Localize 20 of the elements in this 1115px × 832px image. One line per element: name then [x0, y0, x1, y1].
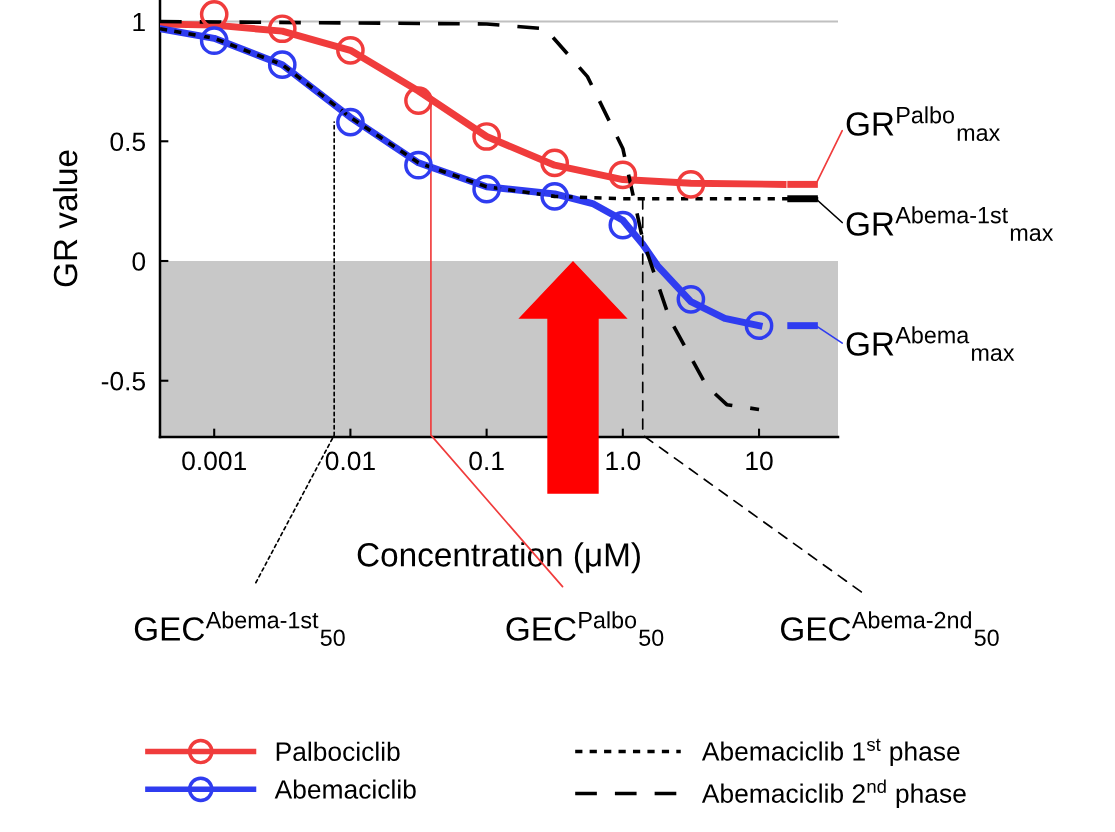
- annotation: GEC$^{Abema‐2nd}$$_{50}$: [781, 611, 999, 646]
- annotation: GR$^{Palbo}$$_{max}$: [846, 106, 1000, 141]
- annotation: GEC$^{Abema‐1st}$$_{50}$: [134, 611, 345, 646]
- legend-label: Abemaciclib 1$^{st}$ phase: [701, 738, 960, 767]
- x-tick-label: 10: [746, 451, 773, 471]
- y-tick-label: 0: [132, 252, 146, 271]
- annotation: GR$^{Abema‐1st}$$_{max}$: [846, 206, 1054, 241]
- legend-label: Abemaciclib 2$^{nd}$ phase: [701, 779, 966, 809]
- annotation: GR$^{Abema}$$_{max}$: [846, 326, 1015, 361]
- y-tick-label: 0.5: [110, 132, 146, 152]
- x-tick-label: 1.0: [606, 451, 641, 471]
- y-tick-label: -0.5: [101, 371, 146, 391]
- x-tick-label: 0.001: [182, 451, 246, 471]
- annotation: GEC$^{Palbo}$$_{50}$: [506, 611, 664, 646]
- y-axis-title: GR value: [52, 150, 78, 287]
- legend-label: Abemaciclib: [274, 779, 416, 799]
- x-tick-label: 0.01: [325, 451, 375, 471]
- legend-label: Palbociclib: [276, 741, 400, 762]
- x-tick-label: 0.1: [469, 451, 504, 471]
- y-tick-label: 1: [133, 12, 145, 32]
